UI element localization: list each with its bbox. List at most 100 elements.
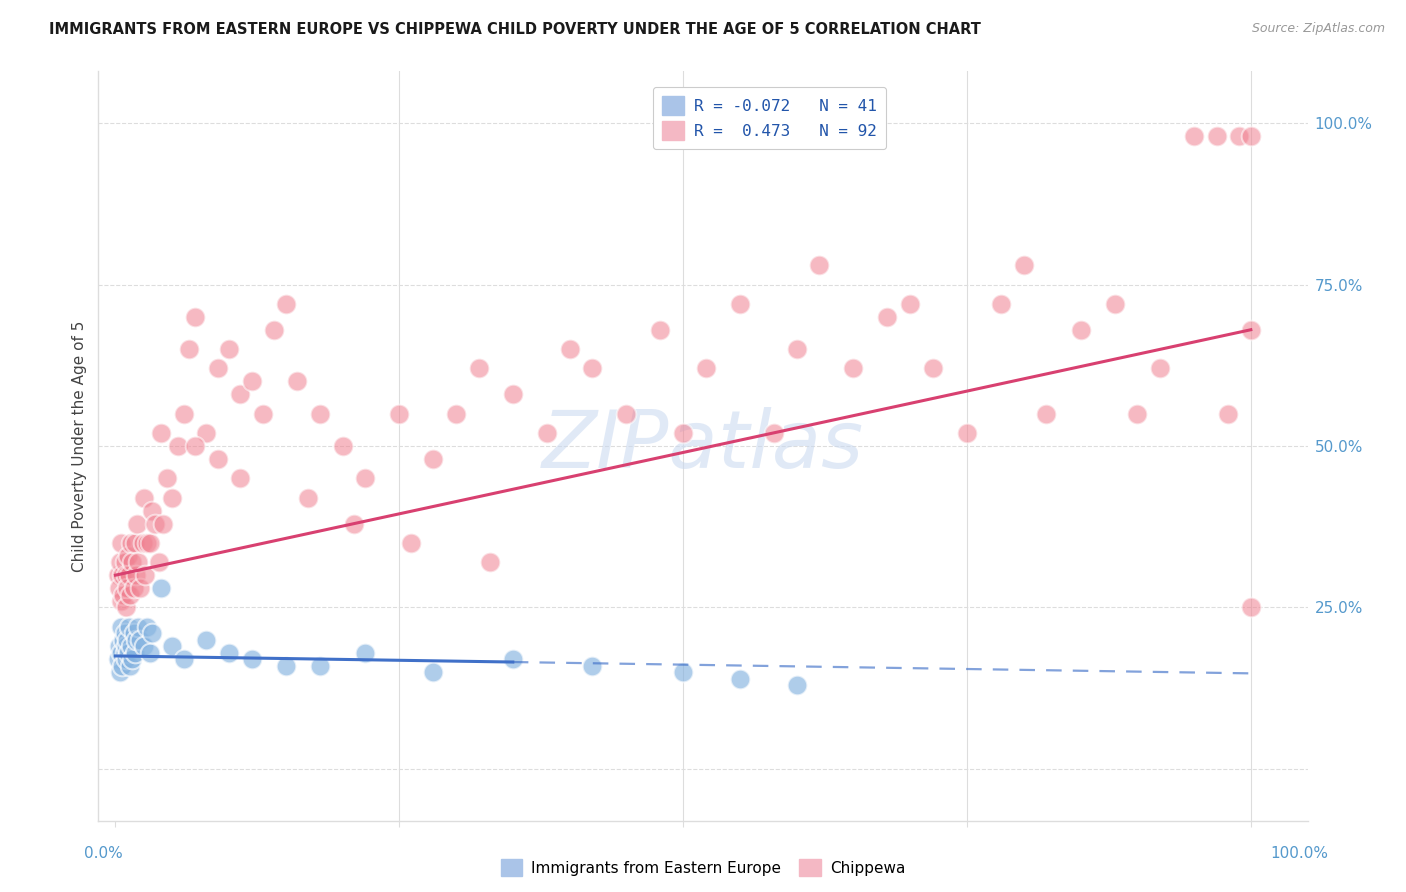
Point — [898, 297, 921, 311]
Text: Source: ZipAtlas.com: Source: ZipAtlas.com — [1251, 22, 1385, 36]
Point — [117, 549, 139, 563]
Point — [922, 361, 945, 376]
Point — [122, 626, 145, 640]
Point — [112, 632, 135, 647]
Point — [129, 581, 152, 595]
Point — [110, 594, 132, 608]
Point — [118, 568, 141, 582]
Point — [308, 658, 330, 673]
Y-axis label: Child Poverty Under the Age of 5: Child Poverty Under the Age of 5 — [72, 320, 87, 572]
Point — [120, 588, 142, 602]
Point — [110, 536, 132, 550]
Point — [672, 426, 695, 441]
Point — [120, 639, 142, 653]
Point — [229, 387, 252, 401]
Point — [114, 646, 136, 660]
Text: IMMIGRANTS FROM EASTERN EUROPE VS CHIPPEWA CHILD POVERTY UNDER THE AGE OF 5 CORR: IMMIGRANTS FROM EASTERN EUROPE VS CHIPPE… — [49, 22, 981, 37]
Point — [149, 581, 172, 595]
Point — [399, 536, 422, 550]
Point — [120, 536, 142, 550]
Point — [332, 439, 354, 453]
Point — [125, 516, 148, 531]
Point — [786, 342, 808, 356]
Point — [114, 555, 136, 569]
Point — [121, 555, 143, 569]
Point — [160, 639, 183, 653]
Point — [1149, 361, 1171, 376]
Point — [1182, 128, 1205, 143]
Point — [110, 646, 132, 660]
Point — [127, 620, 149, 634]
Point — [444, 407, 467, 421]
Point — [672, 665, 695, 679]
Point — [354, 471, 377, 485]
Point — [131, 536, 153, 550]
Point — [274, 658, 297, 673]
Point — [195, 426, 218, 441]
Point — [285, 375, 308, 389]
Text: 0.0%: 0.0% — [84, 847, 124, 861]
Point — [117, 646, 139, 660]
Point — [581, 658, 603, 673]
Point — [218, 646, 240, 660]
Point — [148, 555, 170, 569]
Point — [125, 632, 148, 647]
Legend: Immigrants from Eastern Europe, Chippewa: Immigrants from Eastern Europe, Chippewa — [494, 851, 912, 884]
Text: ZIPatlas: ZIPatlas — [541, 407, 865, 485]
Point — [1126, 407, 1149, 421]
Point — [502, 387, 524, 401]
Point — [536, 426, 558, 441]
Point — [297, 491, 319, 505]
Point — [125, 568, 148, 582]
Point — [422, 451, 444, 466]
Point — [207, 361, 229, 376]
Point — [1035, 407, 1057, 421]
Point — [842, 361, 865, 376]
Point — [118, 620, 141, 634]
Point — [354, 646, 377, 660]
Point — [138, 536, 160, 550]
Point — [110, 620, 132, 634]
Point — [111, 658, 134, 673]
Point — [1240, 128, 1263, 143]
Point — [479, 555, 502, 569]
Point — [112, 588, 135, 602]
Point — [252, 407, 274, 421]
Point — [114, 652, 136, 666]
Point — [132, 639, 155, 653]
Point — [581, 361, 603, 376]
Point — [173, 407, 195, 421]
Point — [956, 426, 979, 441]
Point — [1012, 258, 1035, 272]
Point — [120, 658, 142, 673]
Point — [263, 323, 285, 337]
Point — [132, 491, 155, 505]
Point — [274, 297, 297, 311]
Point — [124, 646, 146, 660]
Point — [1216, 407, 1239, 421]
Point — [149, 426, 172, 441]
Point — [558, 342, 581, 356]
Point — [614, 407, 637, 421]
Point — [308, 407, 330, 421]
Point — [502, 652, 524, 666]
Point — [808, 258, 831, 272]
Point — [136, 536, 159, 550]
Point — [343, 516, 366, 531]
Point — [111, 568, 134, 582]
Point — [762, 426, 785, 441]
Point — [115, 581, 138, 595]
Point — [173, 652, 195, 666]
Point — [107, 652, 129, 666]
Point — [114, 639, 136, 653]
Point — [179, 342, 201, 356]
Legend: R = -0.072   N = 41, R =  0.473   N = 92: R = -0.072 N = 41, R = 0.473 N = 92 — [652, 87, 887, 149]
Point — [115, 632, 138, 647]
Point — [1104, 297, 1126, 311]
Point — [728, 672, 751, 686]
Point — [114, 600, 136, 615]
Point — [695, 361, 717, 376]
Point — [1240, 323, 1263, 337]
Point — [229, 471, 252, 485]
Point — [728, 297, 751, 311]
